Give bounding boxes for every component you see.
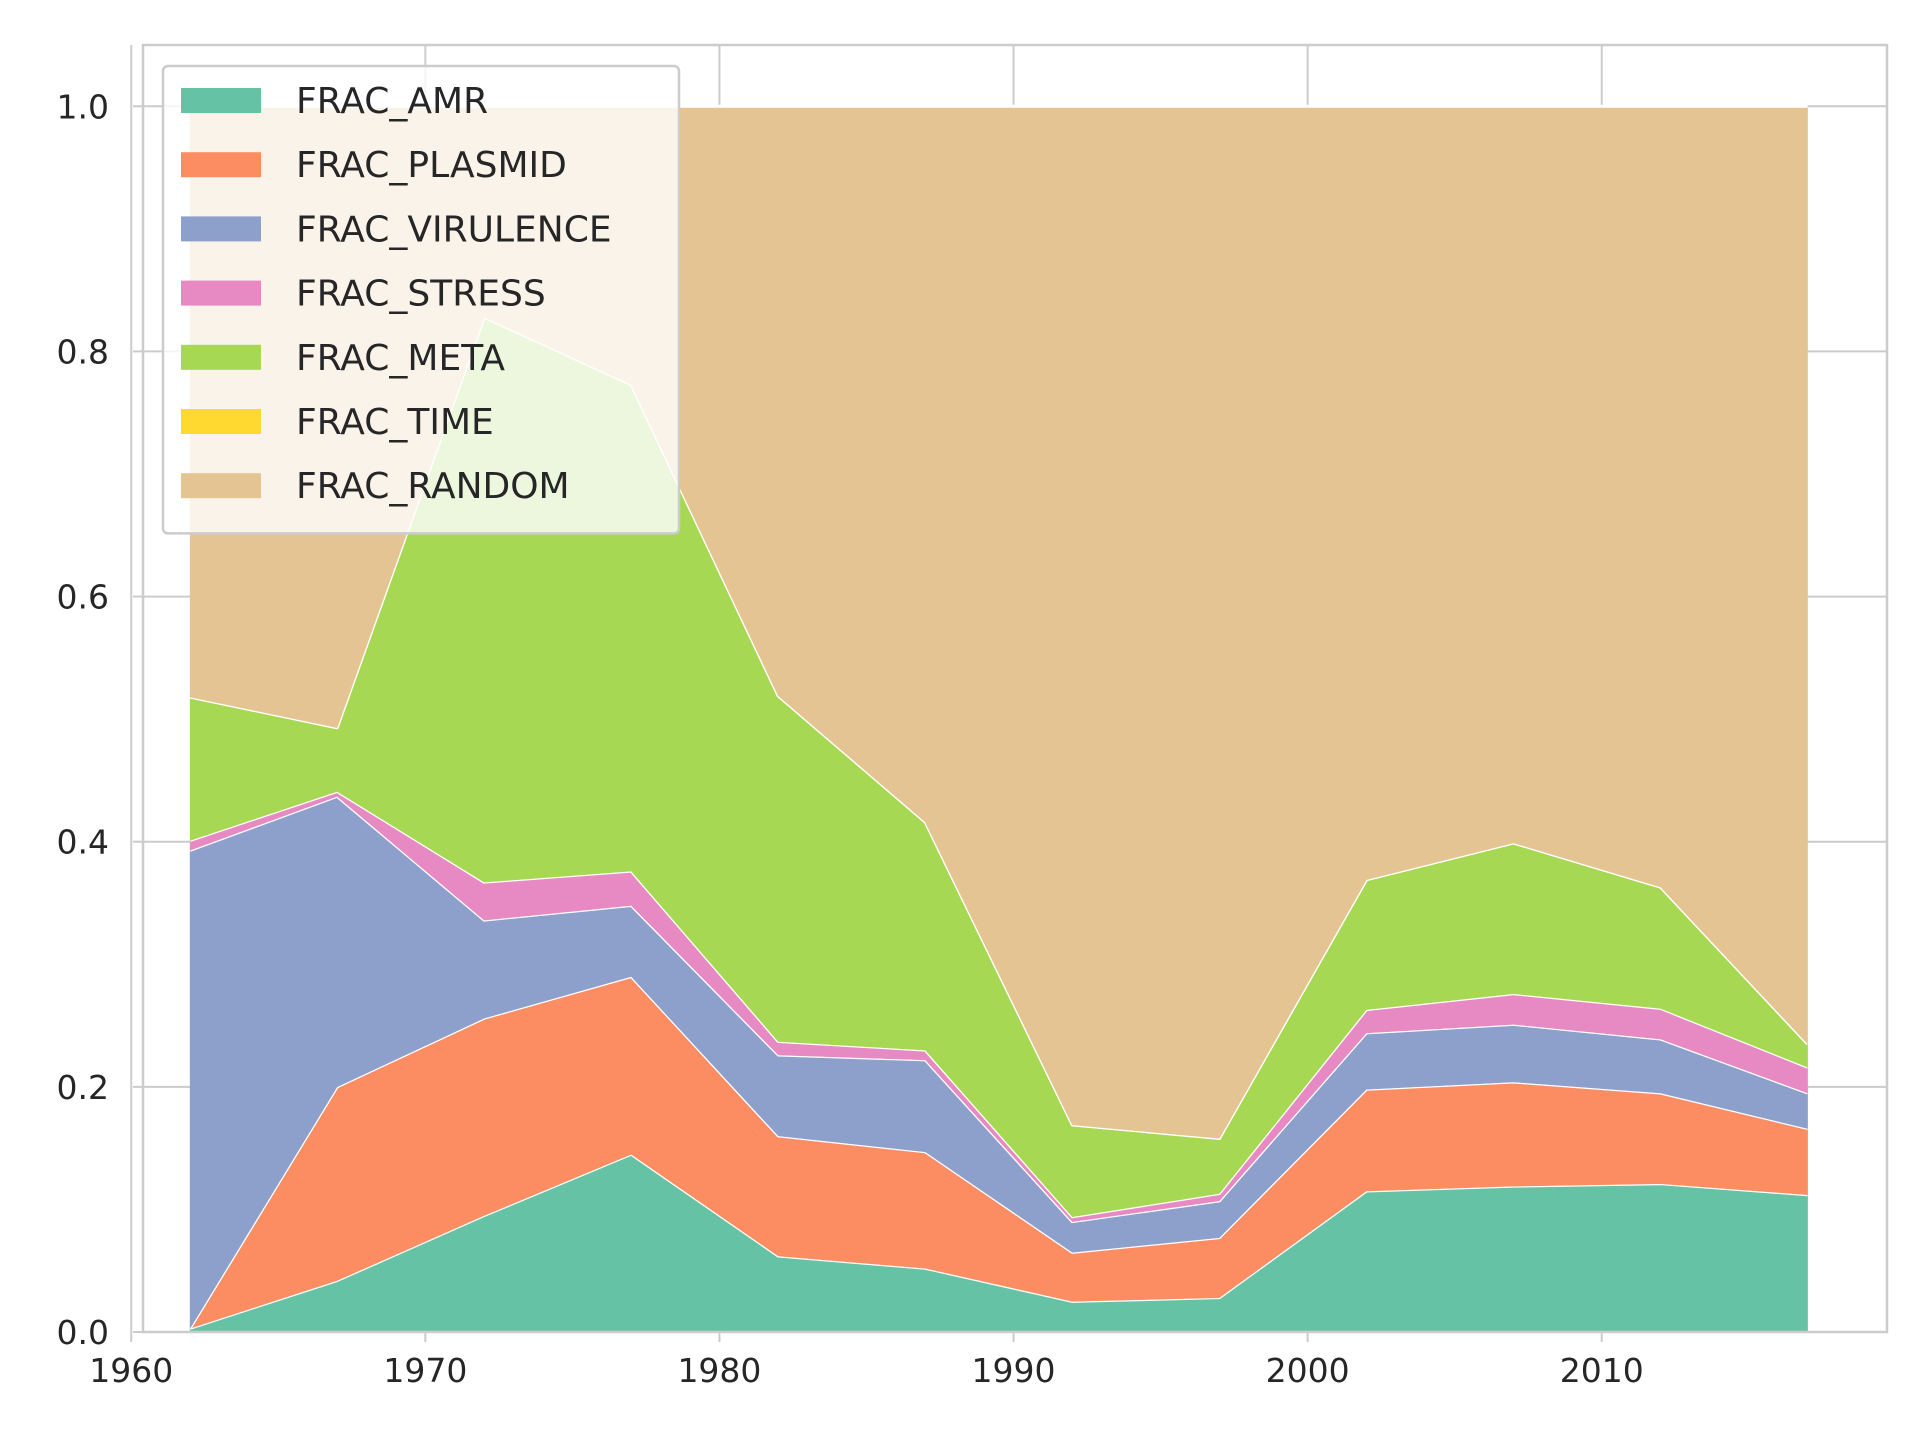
x-tick-label: 2000 [1266, 1351, 1350, 1390]
axis-ticks: 1960 1970 1980 1990 2000 2010 0.0 0.2 0.4 0.6 0.8 1… [57, 87, 1644, 1390]
x-tick-label: 1990 [972, 1351, 1056, 1390]
legend-label-frac-plasmid: FRAC_PLASMID [296, 145, 567, 186]
legend-label-frac-random: FRAC_RANDOM [296, 466, 570, 507]
legend-swatch-frac-random [181, 473, 261, 499]
legend-swatch-frac-amr [181, 88, 261, 113]
legend-label-frac-virulence: FRAC_VIRULENCE [296, 209, 612, 250]
legend-swatch-frac-virulence [181, 216, 261, 242]
plot-frame [141, 43, 1889, 1334]
legend-label-frac-stress: FRAC_STRESS [296, 274, 546, 315]
legend-swatch-frac-meta [181, 344, 261, 370]
y-tick-label: 1.0 [57, 87, 109, 126]
legend-label-frac-amr: FRAC_AMR [296, 81, 488, 122]
legend-label-frac-meta: FRAC_META [296, 338, 505, 379]
legend-box [161, 64, 681, 535]
legend-label-frac-time: FRAC_TIME [296, 402, 494, 443]
legend: FRAC_AMR FRAC_PLASMID FRAC_VIRULENCE FRAC_S… [161, 64, 681, 535]
y-tick-label: 0.0 [57, 1313, 109, 1352]
y-tick-label: 0.2 [57, 1068, 109, 1107]
x-tick-label: 1980 [677, 1351, 761, 1390]
y-tick-label: 0.4 [57, 823, 109, 862]
legend-swatch-frac-plasmid [181, 152, 261, 178]
legend-swatch-frac-time [181, 409, 261, 434]
y-tick-label: 0.6 [57, 578, 109, 617]
x-tick-label: 2010 [1560, 1351, 1644, 1390]
x-tick-label: 1970 [383, 1351, 467, 1390]
y-tick-label: 0.8 [57, 332, 109, 371]
legend-swatch-frac-stress [181, 280, 261, 306]
x-tick-label: 1960 [89, 1351, 173, 1390]
